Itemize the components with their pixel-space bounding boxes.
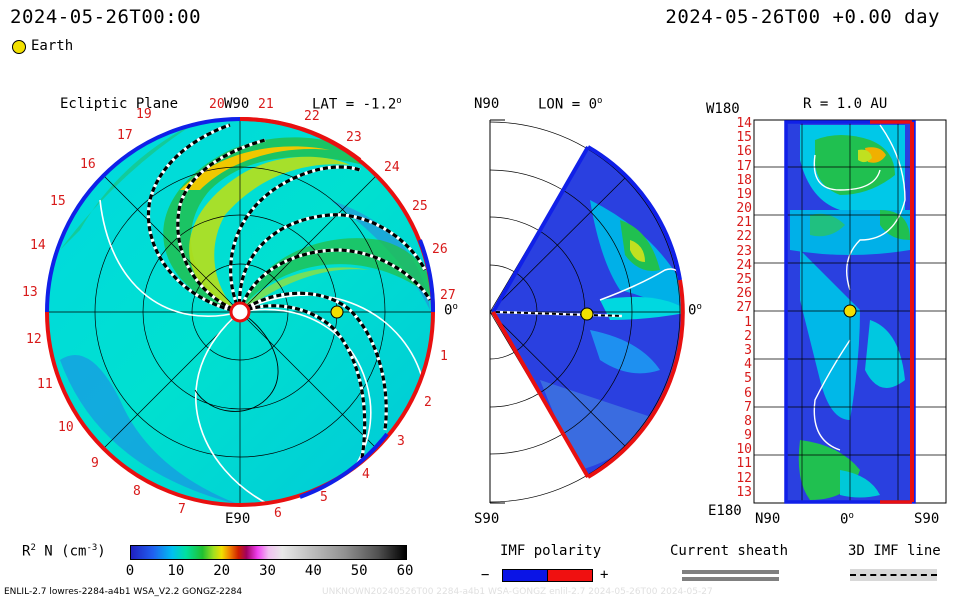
rot-label-5: 5 xyxy=(320,490,328,505)
imf-polarity-title: IMF polarity xyxy=(500,543,602,559)
rot-label-22: 22 xyxy=(304,109,320,124)
rot-label-3: 3 xyxy=(397,434,405,449)
rot-label-16: 15 xyxy=(50,194,66,209)
radial-row-label: 7 xyxy=(744,399,752,415)
ecliptic-lat-label: LAT = -1.2o xyxy=(312,96,402,113)
radial-row-label: 5 xyxy=(744,371,752,387)
rot-label-11: 10 xyxy=(58,420,74,435)
colorbar-tick-label: 40 xyxy=(304,563,322,579)
density-colorbar xyxy=(130,545,407,560)
radial-row-label: 27 xyxy=(736,300,752,316)
ecliptic-title: Ecliptic Plane xyxy=(60,96,179,112)
radial-row-label: 13 xyxy=(736,484,752,500)
radial-w180-label: W180 xyxy=(706,101,740,117)
radial-row-label: 21 xyxy=(736,215,752,231)
rot-label-18: 17 xyxy=(117,128,133,143)
run-datetime: 2024-05-26T00:00 xyxy=(10,6,202,28)
radial-row-label: 15 xyxy=(736,130,752,146)
radial-row-label: 22 xyxy=(736,229,752,245)
ecliptic-0-label: 0o xyxy=(444,302,458,319)
radial-row-label: 24 xyxy=(736,257,752,273)
radial-row-label: 8 xyxy=(744,413,752,429)
rot-label-26: 26 xyxy=(432,242,448,257)
rot-label-4: 4 xyxy=(362,467,370,482)
rot-label-19: 19 xyxy=(136,107,152,122)
radial-row-label: 12 xyxy=(736,470,752,486)
rot-label-9: 8 xyxy=(133,484,141,499)
radial-row-label: 4 xyxy=(744,357,752,373)
rot-label-8: 7 xyxy=(178,502,186,517)
radial-row-label: 25 xyxy=(736,272,752,288)
radial-row-label: 20 xyxy=(736,201,752,217)
meridional-lon-label: LON = 0o xyxy=(538,96,603,113)
radial-row-label: 23 xyxy=(736,243,752,259)
imf-negative-swatch xyxy=(502,569,548,582)
rot-label-1: 1 xyxy=(440,349,448,364)
current-sheath-title: Current sheath xyxy=(670,543,789,559)
imf-positive-swatch xyxy=(547,569,593,582)
colorbar-tick-label: 60 xyxy=(396,563,414,579)
rot-label-25: 25 xyxy=(412,199,428,214)
rot-label-12: 11 xyxy=(37,377,53,392)
colorbar-tick-label: 20 xyxy=(213,563,231,579)
meridional-s90-label: S90 xyxy=(474,511,500,527)
radial-row-label: 26 xyxy=(736,286,752,302)
colorbar-tick-label: 10 xyxy=(167,563,185,579)
imf-plus-label: + xyxy=(600,567,609,583)
radial-row-label: 6 xyxy=(744,385,752,401)
ecliptic-e90-label: E90 xyxy=(225,511,251,527)
rot-label-6: 6 xyxy=(274,506,282,521)
radial-r-label: R = 1.0 AU xyxy=(803,96,888,112)
model-version: ENLIL-2.7 lowres-2284-a4b1 WSA_V2.2 GONG… xyxy=(4,587,243,597)
earth-marker-icon xyxy=(12,40,26,54)
earth-legend-label: Earth xyxy=(31,38,74,54)
rot-label-10: 9 xyxy=(91,456,99,471)
ecliptic-w90-label: W90 xyxy=(224,96,250,112)
imf3d-title: 3D IMF line xyxy=(848,543,941,559)
radial-e180-label: E180 xyxy=(708,503,742,519)
rot-label-20: 20 xyxy=(209,97,225,112)
radial-row-label: 18 xyxy=(736,172,752,188)
colorbar-tick-label: 50 xyxy=(350,563,368,579)
radial-row-label: 9 xyxy=(744,428,752,444)
sheath-line-2 xyxy=(682,577,779,581)
radial-row-label: 14 xyxy=(736,116,752,131)
radial-row-label: 19 xyxy=(736,186,752,202)
radial-row-label: 11 xyxy=(736,456,752,472)
rot-label-13: 12 xyxy=(26,332,42,347)
rot-label-21: 21 xyxy=(258,97,274,112)
radial-s90-label: S90 xyxy=(914,511,940,527)
rot-label-14: 13 xyxy=(22,285,38,300)
imf3d-dash-line xyxy=(850,574,937,576)
colorbar-label: R2 N (cm-3) xyxy=(22,543,106,560)
radial-row-label: 17 xyxy=(736,158,752,174)
sheath-line-1 xyxy=(682,570,779,574)
radial-0-label: 0o xyxy=(840,511,854,528)
watermark-text: UNKNOWN20240526T00 2284-a4b1 WSA-GONGZ e… xyxy=(322,587,713,597)
rot-label-2: 2 xyxy=(424,395,432,410)
colorbar-tick-label: 30 xyxy=(259,563,276,579)
radial-row-label: 10 xyxy=(736,442,752,458)
radial-row-label: 2 xyxy=(744,328,752,344)
colorbar-tick-label: 0 xyxy=(125,563,135,579)
meridional-0-label: 0o xyxy=(688,302,702,319)
rot-label-17: 16 xyxy=(80,157,96,172)
rot-label-27: 27 xyxy=(440,288,456,303)
radial-row-label: 3 xyxy=(744,342,752,358)
radial-row-label: 1 xyxy=(744,314,752,330)
frame-datetime: 2024-05-26T00 +0.00 day xyxy=(665,6,940,28)
meridional-n90-label: N90 xyxy=(474,96,500,112)
rot-label-23: 23 xyxy=(346,130,362,145)
colorbar-ticks: 0 10 20 30 40 50 60 xyxy=(126,563,414,581)
radial-row-label: 16 xyxy=(736,144,752,160)
rot-label-24: 24 xyxy=(384,160,400,175)
rot-label-15: 14 xyxy=(30,238,46,253)
radial-n90-label: N90 xyxy=(755,511,781,527)
imf-minus-label: − xyxy=(481,567,490,583)
